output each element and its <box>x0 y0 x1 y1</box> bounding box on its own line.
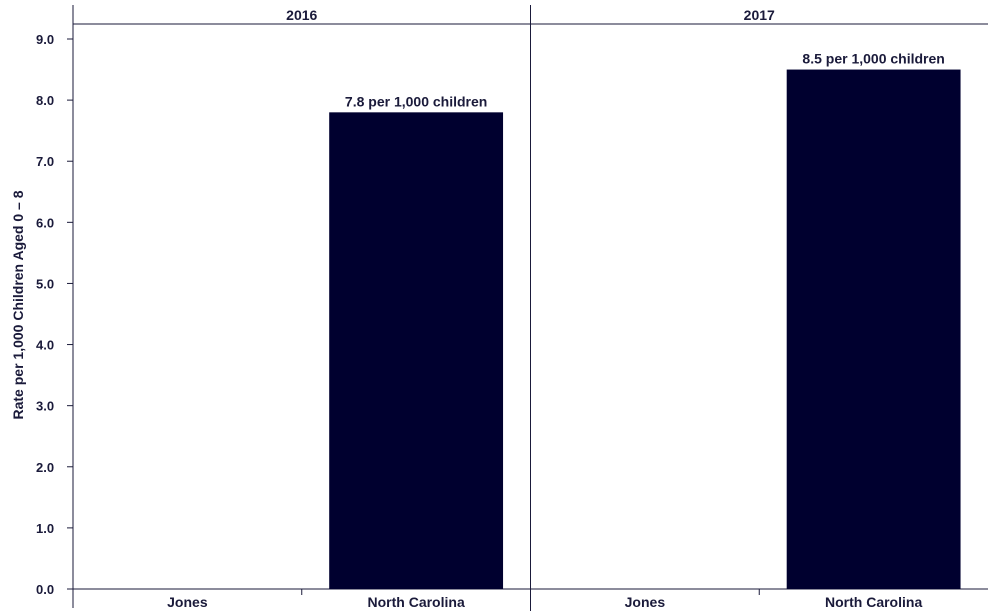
y-axis: 0.0 1.0 2.0 3.0 4.0 5.0 6.0 7.0 8.0 9.0 <box>36 5 74 608</box>
y-tick-label: 4.0 <box>36 338 54 353</box>
bar <box>786 69 961 590</box>
bar <box>329 112 504 589</box>
y-axis-label: Rate per 1,000 Children Aged 0 – 8 <box>10 190 26 419</box>
y-tick-label: 8.0 <box>36 93 54 108</box>
y-tick-label: 5.0 <box>36 276 54 291</box>
y-tick-label: 7.0 <box>36 154 54 169</box>
y-tick-label: 0.0 <box>36 582 54 597</box>
x-category-label: North Carolina <box>825 594 922 610</box>
panel-title: 2017 <box>744 7 775 23</box>
bar-value-label: 7.8 per 1,000 children <box>345 93 487 109</box>
x-category-label: Jones <box>167 594 208 610</box>
y-tick-label: 6.0 <box>36 215 54 230</box>
y-tick-label: 2.0 <box>36 460 54 475</box>
chart-panels: 2016 Jones North Carolina 7.8 per 1,000 chi… <box>73 5 988 611</box>
y-tick-label: 3.0 <box>36 399 54 414</box>
x-category-label: North Carolina <box>368 594 465 610</box>
y-tick-label: 1.0 <box>36 521 54 536</box>
panel-title: 2016 <box>286 7 317 23</box>
y-tick-label: 9.0 <box>36 32 54 47</box>
bar-value-label: 8.5 per 1,000 children <box>802 51 944 67</box>
x-category-label: Jones <box>625 594 666 610</box>
